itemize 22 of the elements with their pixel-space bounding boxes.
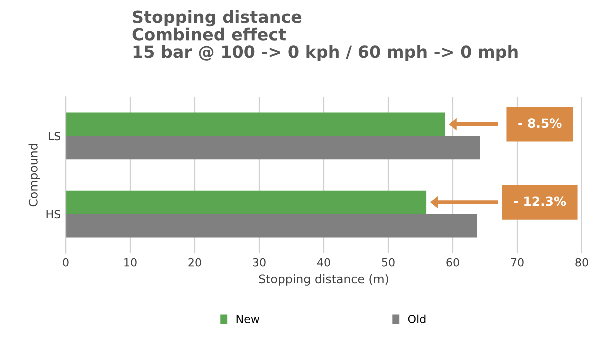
annotation: - 8.5% (518, 118, 562, 128)
bar (66, 136, 480, 160)
bar (66, 214, 478, 238)
x-tick-label: 50 (382, 258, 395, 267)
x-tick-label: 70 (511, 258, 524, 267)
y-tick-label: HS (46, 210, 61, 219)
bar (66, 112, 446, 136)
legend-label: Old (408, 314, 426, 324)
x-tick-label: 10 (124, 258, 137, 267)
y-axis-title: Compound (28, 144, 40, 207)
annotation: - 12.3% (514, 196, 566, 206)
x-tick-label: 30 (253, 258, 266, 267)
x-tick-label: 20 (188, 258, 202, 267)
x-tick-label: 0 (63, 258, 69, 267)
x-axis-title: Stopping distance (m) (259, 274, 388, 286)
x-tick-label: 60 (446, 258, 460, 267)
chart-title: Stopping distance Combined effect 15 bar @ 100 -> 0 kph / 60 mph -> 0 mph (132, 10, 518, 62)
x-tick-label: 40 (317, 258, 330, 267)
bar (66, 190, 427, 214)
x-tick-label: 80 (576, 258, 588, 267)
y-tick-label: LS (48, 132, 61, 141)
legend-label: New (236, 315, 260, 324)
